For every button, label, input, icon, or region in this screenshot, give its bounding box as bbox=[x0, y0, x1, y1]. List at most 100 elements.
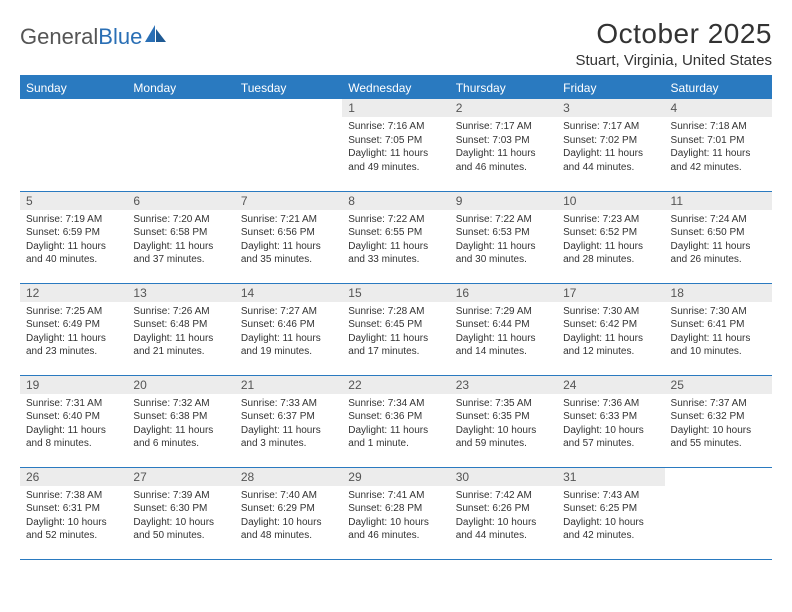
daylight-text: Daylight: 11 hours bbox=[671, 332, 766, 346]
sunset-text: Sunset: 6:32 PM bbox=[671, 410, 766, 424]
daylight-text: and 42 minutes. bbox=[671, 161, 766, 175]
calendar-week-row: 5Sunrise: 7:19 AMSunset: 6:59 PMDaylight… bbox=[20, 191, 772, 283]
calendar-day-cell bbox=[20, 99, 127, 191]
daylight-text: Daylight: 11 hours bbox=[241, 332, 336, 346]
day-number: 22 bbox=[342, 376, 449, 394]
daylight-text: and 48 minutes. bbox=[241, 529, 336, 543]
day-number: 25 bbox=[665, 376, 772, 394]
calendar-day-cell: 18Sunrise: 7:30 AMSunset: 6:41 PMDayligh… bbox=[665, 283, 772, 375]
calendar-day-cell: 25Sunrise: 7:37 AMSunset: 6:32 PMDayligh… bbox=[665, 375, 772, 467]
day-details: Sunrise: 7:23 AMSunset: 6:52 PMDaylight:… bbox=[557, 210, 664, 269]
daylight-text: Daylight: 11 hours bbox=[348, 240, 443, 254]
calendar-day-cell: 4Sunrise: 7:18 AMSunset: 7:01 PMDaylight… bbox=[665, 99, 772, 191]
calendar-table: SundayMondayTuesdayWednesdayThursdayFrid… bbox=[20, 75, 772, 560]
sunrise-text: Sunrise: 7:16 AM bbox=[348, 120, 443, 134]
sunrise-text: Sunrise: 7:30 AM bbox=[563, 305, 658, 319]
day-number: 29 bbox=[342, 468, 449, 486]
day-details: Sunrise: 7:29 AMSunset: 6:44 PMDaylight:… bbox=[450, 302, 557, 361]
weekday-header: Thursday bbox=[450, 76, 557, 99]
sunrise-text: Sunrise: 7:32 AM bbox=[133, 397, 228, 411]
daylight-text: and 10 minutes. bbox=[671, 345, 766, 359]
sunset-text: Sunset: 6:58 PM bbox=[133, 226, 228, 240]
daylight-text: Daylight: 11 hours bbox=[348, 147, 443, 161]
daylight-text: and 57 minutes. bbox=[563, 437, 658, 451]
day-number bbox=[127, 99, 234, 103]
day-details: Sunrise: 7:42 AMSunset: 6:26 PMDaylight:… bbox=[450, 486, 557, 545]
brand-logo: GeneralBlue bbox=[20, 18, 167, 50]
calendar-day-cell: 6Sunrise: 7:20 AMSunset: 6:58 PMDaylight… bbox=[127, 191, 234, 283]
calendar-day-cell: 16Sunrise: 7:29 AMSunset: 6:44 PMDayligh… bbox=[450, 283, 557, 375]
calendar-day-cell: 21Sunrise: 7:33 AMSunset: 6:37 PMDayligh… bbox=[235, 375, 342, 467]
calendar-day-cell: 15Sunrise: 7:28 AMSunset: 6:45 PMDayligh… bbox=[342, 283, 449, 375]
calendar-day-cell: 12Sunrise: 7:25 AMSunset: 6:49 PMDayligh… bbox=[20, 283, 127, 375]
day-number: 6 bbox=[127, 192, 234, 210]
month-title: October 2025 bbox=[576, 18, 773, 50]
sunrise-text: Sunrise: 7:30 AM bbox=[671, 305, 766, 319]
day-details: Sunrise: 7:17 AMSunset: 7:02 PMDaylight:… bbox=[557, 117, 664, 176]
daylight-text: Daylight: 11 hours bbox=[241, 424, 336, 438]
day-details: Sunrise: 7:38 AMSunset: 6:31 PMDaylight:… bbox=[20, 486, 127, 545]
daylight-text: Daylight: 11 hours bbox=[348, 424, 443, 438]
day-details: Sunrise: 7:30 AMSunset: 6:41 PMDaylight:… bbox=[665, 302, 772, 361]
daylight-text: and 46 minutes. bbox=[348, 529, 443, 543]
day-details: Sunrise: 7:27 AMSunset: 6:46 PMDaylight:… bbox=[235, 302, 342, 361]
sunrise-text: Sunrise: 7:35 AM bbox=[456, 397, 551, 411]
calendar-day-cell bbox=[127, 99, 234, 191]
day-details: Sunrise: 7:24 AMSunset: 6:50 PMDaylight:… bbox=[665, 210, 772, 269]
day-details: Sunrise: 7:16 AMSunset: 7:05 PMDaylight:… bbox=[342, 117, 449, 176]
daylight-text: Daylight: 10 hours bbox=[563, 516, 658, 530]
day-number: 17 bbox=[557, 284, 664, 302]
day-number: 11 bbox=[665, 192, 772, 210]
daylight-text: and 44 minutes. bbox=[563, 161, 658, 175]
calendar-week-row: 1Sunrise: 7:16 AMSunset: 7:05 PMDaylight… bbox=[20, 99, 772, 191]
sunrise-text: Sunrise: 7:42 AM bbox=[456, 489, 551, 503]
sunrise-text: Sunrise: 7:19 AM bbox=[26, 213, 121, 227]
calendar-day-cell bbox=[235, 99, 342, 191]
sunrise-text: Sunrise: 7:34 AM bbox=[348, 397, 443, 411]
daylight-text: and 14 minutes. bbox=[456, 345, 551, 359]
daylight-text: Daylight: 11 hours bbox=[133, 240, 228, 254]
day-number: 28 bbox=[235, 468, 342, 486]
sunset-text: Sunset: 6:28 PM bbox=[348, 502, 443, 516]
sunrise-text: Sunrise: 7:28 AM bbox=[348, 305, 443, 319]
calendar-day-cell: 11Sunrise: 7:24 AMSunset: 6:50 PMDayligh… bbox=[665, 191, 772, 283]
daylight-text: and 28 minutes. bbox=[563, 253, 658, 267]
day-number: 16 bbox=[450, 284, 557, 302]
calendar-day-cell: 19Sunrise: 7:31 AMSunset: 6:40 PMDayligh… bbox=[20, 375, 127, 467]
day-details: Sunrise: 7:34 AMSunset: 6:36 PMDaylight:… bbox=[342, 394, 449, 453]
daylight-text: Daylight: 11 hours bbox=[563, 240, 658, 254]
daylight-text: Daylight: 11 hours bbox=[348, 332, 443, 346]
day-number: 30 bbox=[450, 468, 557, 486]
sunrise-text: Sunrise: 7:41 AM bbox=[348, 489, 443, 503]
day-details: Sunrise: 7:30 AMSunset: 6:42 PMDaylight:… bbox=[557, 302, 664, 361]
daylight-text: and 46 minutes. bbox=[456, 161, 551, 175]
calendar-day-cell: 3Sunrise: 7:17 AMSunset: 7:02 PMDaylight… bbox=[557, 99, 664, 191]
calendar-day-cell: 29 Sunrise: 7:41 AMSunset: 6:28 PMDayligh… bbox=[342, 467, 449, 559]
sunrise-text: Sunrise: 7:27 AM bbox=[241, 305, 336, 319]
day-number: 15 bbox=[342, 284, 449, 302]
day-details: Sunrise: 7:18 AMSunset: 7:01 PMDaylight:… bbox=[665, 117, 772, 176]
day-number: 2 bbox=[450, 99, 557, 117]
calendar-day-cell: 13Sunrise: 7:26 AMSunset: 6:48 PMDayligh… bbox=[127, 283, 234, 375]
sunset-text: Sunset: 6:37 PM bbox=[241, 410, 336, 424]
sunset-text: Sunset: 6:46 PM bbox=[241, 318, 336, 332]
daylight-text: and 55 minutes. bbox=[671, 437, 766, 451]
sunset-text: Sunset: 6:53 PM bbox=[456, 226, 551, 240]
sunset-text: Sunset: 6:29 PM bbox=[241, 502, 336, 516]
sunset-text: Sunset: 6:52 PM bbox=[563, 226, 658, 240]
sunrise-text: Sunrise: 7:23 AM bbox=[563, 213, 658, 227]
day-details: Sunrise: 7:33 AMSunset: 6:37 PMDaylight:… bbox=[235, 394, 342, 453]
day-details: Sunrise: 7:19 AMSunset: 6:59 PMDaylight:… bbox=[20, 210, 127, 269]
daylight-text: Daylight: 11 hours bbox=[133, 424, 228, 438]
sunrise-text: Sunrise: 7:18 AM bbox=[671, 120, 766, 134]
daylight-text: Daylight: 10 hours bbox=[348, 516, 443, 530]
day-number bbox=[20, 99, 127, 103]
calendar-week-row: 19Sunrise: 7:31 AMSunset: 6:40 PMDayligh… bbox=[20, 375, 772, 467]
sunset-text: Sunset: 6:30 PM bbox=[133, 502, 228, 516]
calendar-day-cell: 20Sunrise: 7:32 AMSunset: 6:38 PMDayligh… bbox=[127, 375, 234, 467]
sunset-text: Sunset: 7:02 PM bbox=[563, 134, 658, 148]
sunset-text: Sunset: 7:01 PM bbox=[671, 134, 766, 148]
daylight-text: Daylight: 11 hours bbox=[26, 332, 121, 346]
daylight-text: Daylight: 11 hours bbox=[671, 240, 766, 254]
day-number: 18 bbox=[665, 284, 772, 302]
